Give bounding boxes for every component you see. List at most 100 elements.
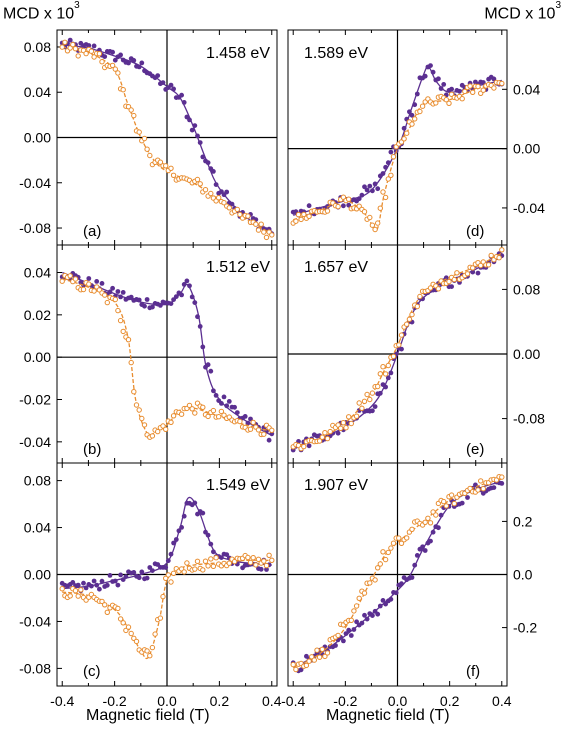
panel-c-point-filled — [171, 540, 177, 546]
panel-d-panel-label: (d) — [466, 223, 484, 240]
panel-a-y-tick-label: 0.00 — [24, 130, 51, 146]
panel-f-point-filled — [420, 544, 425, 550]
panel-e-point-open — [316, 438, 323, 444]
panel-a-point-open — [128, 107, 134, 113]
panel-d-point-open — [375, 220, 381, 226]
panel-d-point-open — [388, 172, 394, 179]
panel-f-point-filled — [399, 581, 404, 587]
panel-d-point-open — [298, 216, 304, 223]
panel-a-point-open — [75, 53, 81, 59]
panel-d-point-filled — [409, 112, 415, 118]
panel-a-point-open — [147, 152, 153, 159]
panel-b-point-filled — [205, 362, 211, 368]
panel-d-point-open — [380, 189, 386, 195]
panel-a-y-tick-label: 0.04 — [24, 84, 51, 100]
panel-b-point-filled — [234, 410, 240, 415]
panel-e-panel-label: (e) — [466, 441, 484, 458]
panel-e-point-open — [322, 430, 328, 436]
panel-b-point-filled — [200, 344, 206, 350]
panel-b-point-filled — [158, 303, 163, 308]
panel-f-point-filled — [414, 553, 420, 558]
panel-b-point-filled — [150, 304, 155, 310]
panel-a-point-open — [234, 206, 241, 213]
panel-a-point-open — [91, 54, 97, 60]
panel-b-y-tick-label: 0.00 — [24, 349, 51, 365]
panel-e-point-open — [417, 293, 423, 300]
panel-f-point-open — [390, 540, 397, 546]
panel-b-y-tick-label: -0.02 — [19, 392, 51, 408]
panel-d-point-open — [295, 211, 302, 218]
panel-a-point-filled — [171, 86, 177, 92]
panel-d-point-filled — [414, 91, 420, 97]
panel-e-point-open — [396, 342, 402, 348]
panel-d-point-filled — [341, 203, 346, 209]
panel-a-point-open — [99, 59, 105, 65]
y-axis-label-right: MCD x 103 — [484, 0, 561, 23]
panel-c-point-filled — [168, 551, 174, 557]
panel-c-energy-label: 1.549 eV — [206, 477, 270, 494]
panel-f-point-filled — [370, 613, 375, 618]
panel-a-point-open — [72, 46, 79, 52]
panel-d-point-open — [462, 88, 468, 95]
panel-d-point-filled — [430, 69, 436, 75]
panel-e-point-filled — [470, 269, 476, 275]
panel-c-point-open — [181, 569, 187, 575]
panel-e-point-open — [301, 443, 307, 450]
panel-d-point-open — [369, 222, 376, 228]
panel-c-point-filled — [136, 575, 142, 581]
panel-a-point-filled — [160, 80, 166, 85]
panel-b-point-filled — [245, 420, 251, 426]
panel-c-point-filled — [75, 582, 81, 588]
panel-c-point-open — [226, 560, 233, 566]
panel-a-point-filled — [131, 58, 137, 63]
panel-f-point-filled — [375, 611, 381, 617]
panel-f-point-filled — [348, 633, 354, 638]
panel-b-point-filled — [142, 303, 147, 309]
panel-d-point-open — [301, 211, 307, 218]
panel-b-point-open — [250, 419, 256, 426]
panel-a-point-filled — [189, 127, 195, 133]
panel-a-point-open — [144, 146, 150, 152]
panel-c-point-filled — [211, 549, 216, 555]
panel-f-point-open — [433, 512, 439, 518]
panel-f-point-open — [361, 590, 368, 596]
panel-f-point-filled — [298, 667, 304, 673]
panel-c-point-open — [149, 644, 156, 651]
panel-d-point-open — [324, 208, 331, 214]
panel-c-point-open — [250, 555, 256, 561]
panel-e-point-open — [346, 414, 352, 420]
panel-e-point-open — [496, 255, 502, 261]
panel-d-point-open — [367, 214, 373, 221]
panel-e-point-open — [380, 364, 386, 370]
panel-f-point-filled — [409, 575, 415, 580]
panel-b-y-tick-label: -0.04 — [19, 434, 51, 450]
panel-c-point-filled — [81, 580, 86, 586]
panel-e-point-filled — [372, 404, 378, 409]
panel-d-point-open — [306, 213, 312, 220]
panel-f-point-open — [293, 666, 299, 673]
panel-f-point-filled — [341, 638, 346, 644]
panel-d-point-filled — [407, 109, 412, 115]
panel-b-point-open — [72, 276, 79, 282]
panel-a-point-filled — [213, 182, 219, 188]
panel-c-point-open — [104, 609, 111, 615]
panel-b-point-open — [141, 422, 148, 428]
panel-b-point-open — [104, 299, 111, 306]
panel-b-point-filled — [195, 314, 200, 320]
panel-d-point-filled — [372, 181, 378, 187]
panel-b-y-tick-label: 0.04 — [24, 265, 51, 281]
panel-c-x-tick-label: -0.2 — [103, 693, 127, 709]
panel-e-point-filled — [399, 346, 404, 352]
panel-f-point-open — [348, 617, 354, 623]
panel-a-point-filled — [187, 117, 192, 123]
panel-c-point-open — [102, 602, 108, 608]
panel-b-point-open — [170, 413, 177, 419]
panel-f-point-filled — [436, 525, 441, 531]
panel-a-point-open — [125, 104, 132, 110]
panel-d-energy-label: 1.589 eV — [304, 45, 368, 62]
panel-c-x-tick-label: -0.4 — [50, 693, 74, 709]
panel-d-point-filled — [438, 86, 444, 91]
panel-f-point-open — [306, 658, 312, 664]
panel-b-point-open — [189, 406, 195, 412]
panel-d-point-open — [372, 226, 378, 233]
